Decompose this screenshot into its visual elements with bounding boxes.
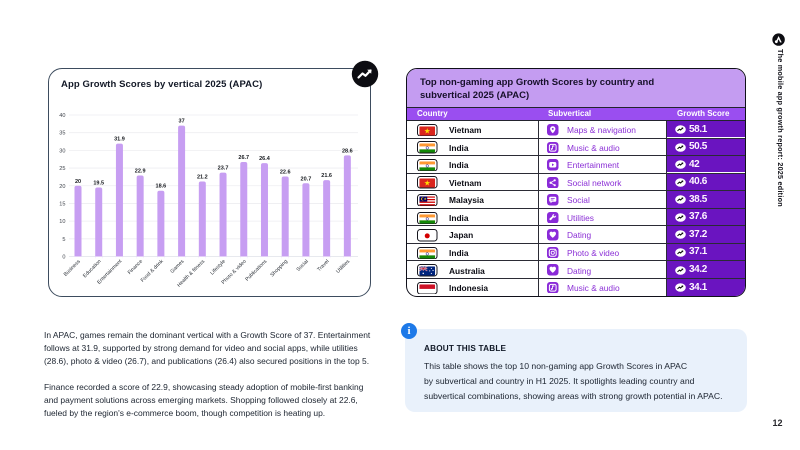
svg-text:Finance: Finance — [127, 259, 144, 276]
svg-text:21.2: 21.2 — [197, 175, 208, 181]
svg-text:Business: Business — [63, 258, 82, 277]
svg-text:Education: Education — [82, 259, 103, 280]
svg-text:★: ★ — [424, 126, 431, 135]
svg-text:Food & drink: Food & drink — [140, 258, 165, 283]
svg-text:21.6: 21.6 — [321, 173, 332, 179]
svg-text:35: 35 — [59, 131, 65, 137]
svg-text:22.9: 22.9 — [135, 168, 146, 174]
svg-text:20.7: 20.7 — [301, 176, 312, 182]
svg-text:30: 30 — [59, 148, 65, 154]
svg-text:18.6: 18.6 — [156, 184, 167, 190]
svg-text:31.9: 31.9 — [114, 137, 125, 143]
svg-text:26.4: 26.4 — [259, 156, 271, 162]
svg-text:15: 15 — [59, 201, 65, 207]
svg-text:20: 20 — [75, 179, 81, 185]
svg-text:★: ★ — [424, 197, 427, 201]
svg-text:20: 20 — [59, 184, 65, 190]
svg-text:Utilities: Utilities — [335, 258, 351, 274]
svg-text:Games: Games — [169, 258, 185, 274]
svg-text:5: 5 — [62, 237, 65, 243]
svg-text:0: 0 — [62, 255, 65, 261]
svg-text:37: 37 — [179, 119, 185, 125]
svg-text:10: 10 — [59, 219, 65, 225]
svg-text:Travel: Travel — [316, 259, 330, 273]
svg-text:Lifestyle: Lifestyle — [209, 259, 227, 277]
svg-text:23.7: 23.7 — [218, 166, 229, 172]
svg-text:Shopping: Shopping — [269, 259, 289, 279]
svg-text:25: 25 — [59, 166, 65, 172]
svg-text:Publications: Publications — [244, 258, 268, 282]
svg-text:26.7: 26.7 — [238, 155, 249, 161]
svg-text:19.5: 19.5 — [93, 181, 104, 187]
svg-text:28.6: 28.6 — [342, 148, 353, 154]
svg-text:Social: Social — [296, 259, 310, 273]
svg-text:★: ★ — [424, 179, 431, 188]
svg-text:22.6: 22.6 — [280, 170, 291, 176]
svg-text:40: 40 — [59, 113, 65, 119]
